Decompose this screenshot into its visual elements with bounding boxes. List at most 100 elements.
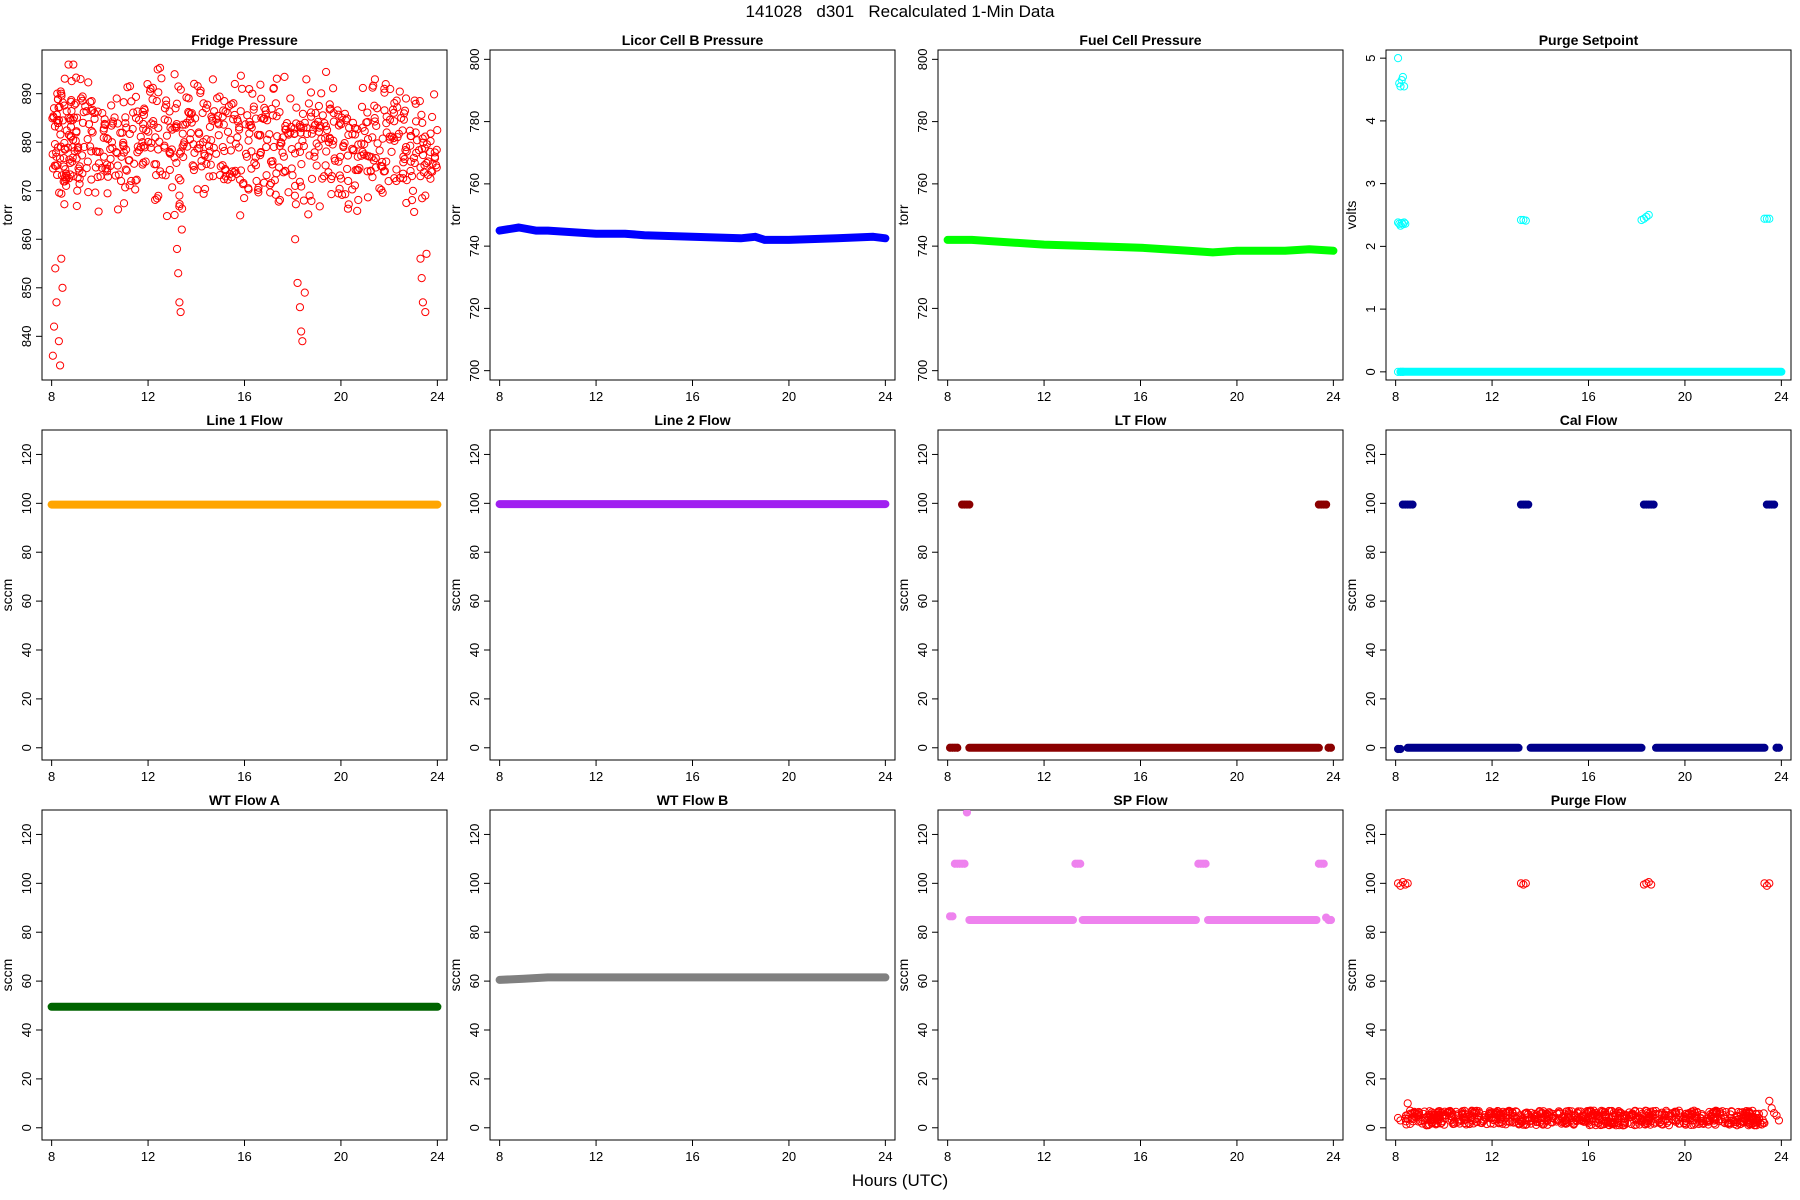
data-point [1737,1119,1746,1128]
data-point [327,172,337,181]
data-point [205,172,214,181]
data-point [399,152,408,161]
data-point [256,130,265,140]
data-point [227,100,236,109]
data-point [293,278,302,288]
y-tick-label: 740 [467,235,482,257]
plot-frame [489,49,896,381]
data-point [86,97,95,107]
data-point [420,161,429,170]
x-tick-label: 12 [589,769,603,784]
data-point [254,188,263,197]
data-point [275,141,284,151]
data-point [1746,1116,1755,1125]
data-point [390,174,399,183]
data-point [200,184,210,194]
data-point [329,108,338,118]
data-point [1729,1117,1738,1127]
y-tick-label: 40 [1363,1023,1378,1037]
data-point [235,175,245,184]
data-point [55,361,65,370]
data-point [322,125,332,135]
data-point [52,152,61,161]
data-point [315,123,324,132]
data-point [1749,1116,1758,1125]
data-point [1765,879,1774,888]
data-point [1657,1120,1666,1129]
x-tick-label: 16 [1581,389,1595,404]
chart-lt-flow: LT Flow sccm 8 12 16 20 24 0 20 40 60 80 100 120 [895,412,1344,784]
data-point [160,115,169,124]
data-point [193,185,202,194]
data-point [353,206,362,215]
data-point [176,176,185,185]
data-point [161,171,170,180]
data-point [1575,1115,1584,1124]
data-point [307,174,317,183]
data-point [1658,1110,1667,1119]
data-point [119,199,129,208]
data-point [1398,367,1407,376]
data-point [1558,1118,1567,1127]
data-point [1642,1116,1652,1126]
plot-frame [937,49,1344,381]
data-point [275,195,285,205]
data-point [197,162,206,171]
data-point [144,137,153,147]
data-point [91,188,100,197]
y-tick-label: 40 [467,1023,482,1037]
x-tick-label: 20 [1678,769,1692,784]
data-point [953,743,962,752]
x-tick-label: 8 [944,1149,951,1164]
data-point [94,207,103,216]
x-tick-label: 16 [1581,1149,1595,1164]
data-point [60,145,70,154]
y-tick-label: 120 [19,824,34,846]
data-point [51,264,60,273]
chart-title: Licor Cell B Pressure [622,32,764,48]
y-tick-label: 60 [915,594,930,608]
data-point [60,74,69,83]
data-point [370,113,379,123]
data-point [1396,367,1405,376]
x-tick-label: 20 [1678,389,1692,404]
data-point [1487,1109,1496,1118]
data-point [297,160,306,169]
chart-cal-flow: Cal Flow sccm 8 12 16 20 24 0 20 40 60 80 100 120 [1343,412,1792,784]
data-point [348,185,357,194]
data-point [166,123,175,132]
y-tick-label: 740 [915,235,930,257]
data-point [149,116,158,126]
data-point [411,99,420,108]
data-point [1765,1096,1774,1105]
data-point [310,121,319,130]
data-point [100,119,109,129]
data-point [1470,1115,1479,1124]
data-point [321,161,330,170]
y-tick-label: 0 [467,744,482,751]
chart-title: SP Flow [1113,792,1167,808]
data-point [1759,1109,1768,1118]
data-point [1767,1104,1776,1113]
data-point [214,131,223,140]
data-point [87,96,96,106]
data-point [1712,1109,1721,1118]
data-point [416,254,425,263]
data-point [380,167,389,176]
data-point [179,152,188,162]
data-point [243,111,252,120]
data-point [1628,1109,1637,1118]
x-tick-label: 12 [1037,389,1051,404]
data-point [1765,214,1774,223]
y-tick-label: 80 [1363,925,1378,939]
data-point [107,138,117,147]
data-point [1689,1115,1698,1125]
data-point [428,167,437,176]
data-point [1393,367,1403,376]
data-point [1644,210,1653,220]
data-point [298,337,307,346]
data-point [202,104,211,113]
data-point [1725,1120,1734,1129]
data-point [371,163,380,172]
data-point [1398,878,1407,887]
